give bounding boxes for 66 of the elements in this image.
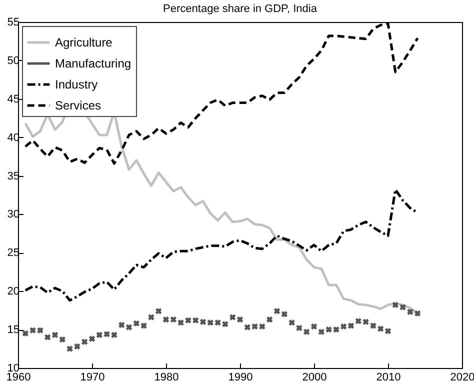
point (52, 332, 58, 338)
point (74, 343, 80, 350)
point (384, 328, 392, 334)
point (377, 326, 384, 332)
point (148, 314, 154, 320)
chart-title: Percentage share in GDP, India (163, 3, 318, 15)
point (88, 336, 96, 342)
legend-label: Services (55, 98, 102, 112)
legend-label: Industry (55, 78, 98, 92)
legend-label: Manufacturing (55, 56, 132, 70)
point (133, 320, 140, 327)
point (370, 322, 376, 329)
point (222, 321, 228, 328)
point (81, 338, 88, 345)
point (111, 332, 118, 338)
point (333, 326, 340, 333)
point (126, 324, 132, 330)
point (318, 328, 325, 335)
point (37, 327, 44, 334)
x-tick-label: 1990 (228, 372, 253, 382)
x-tick-label: 2010 (376, 372, 401, 382)
point (296, 324, 302, 332)
point (200, 318, 206, 325)
point (140, 322, 147, 329)
point (281, 311, 288, 318)
point (104, 331, 110, 338)
point (326, 326, 332, 333)
x-tick-label: 2000 (302, 372, 327, 382)
point (214, 320, 221, 326)
point (30, 327, 36, 334)
point (155, 308, 162, 314)
point (170, 316, 177, 323)
point (96, 332, 103, 338)
point (340, 323, 347, 330)
point (252, 323, 258, 330)
point (207, 320, 214, 326)
point (259, 323, 266, 330)
point (244, 324, 251, 330)
x-tick-label: 1960 (6, 372, 31, 382)
point (229, 314, 236, 320)
point (400, 304, 406, 310)
point (288, 320, 295, 326)
point (407, 308, 414, 315)
point (392, 302, 399, 308)
point (44, 334, 51, 340)
x-tick-label: 1980 (154, 372, 179, 382)
point (274, 308, 280, 314)
point (414, 310, 421, 317)
point (266, 316, 273, 323)
point (303, 328, 310, 335)
point (22, 330, 29, 337)
point (192, 317, 199, 324)
point (355, 318, 362, 324)
point (185, 317, 192, 324)
point (66, 346, 73, 352)
point (59, 336, 66, 343)
legend-label: Agriculture (55, 36, 113, 50)
x-tick-label: 1970 (80, 372, 105, 382)
point (310, 323, 318, 330)
point (362, 318, 369, 325)
point (236, 316, 244, 323)
point (178, 320, 184, 326)
point (118, 322, 125, 328)
x-tick-label: 2020 (450, 372, 474, 382)
point (162, 316, 170, 323)
point (348, 322, 354, 329)
